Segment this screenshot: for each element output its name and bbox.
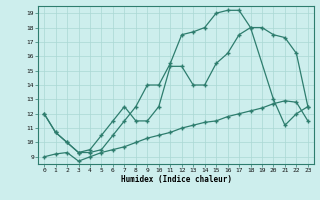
X-axis label: Humidex (Indice chaleur): Humidex (Indice chaleur) — [121, 175, 231, 184]
